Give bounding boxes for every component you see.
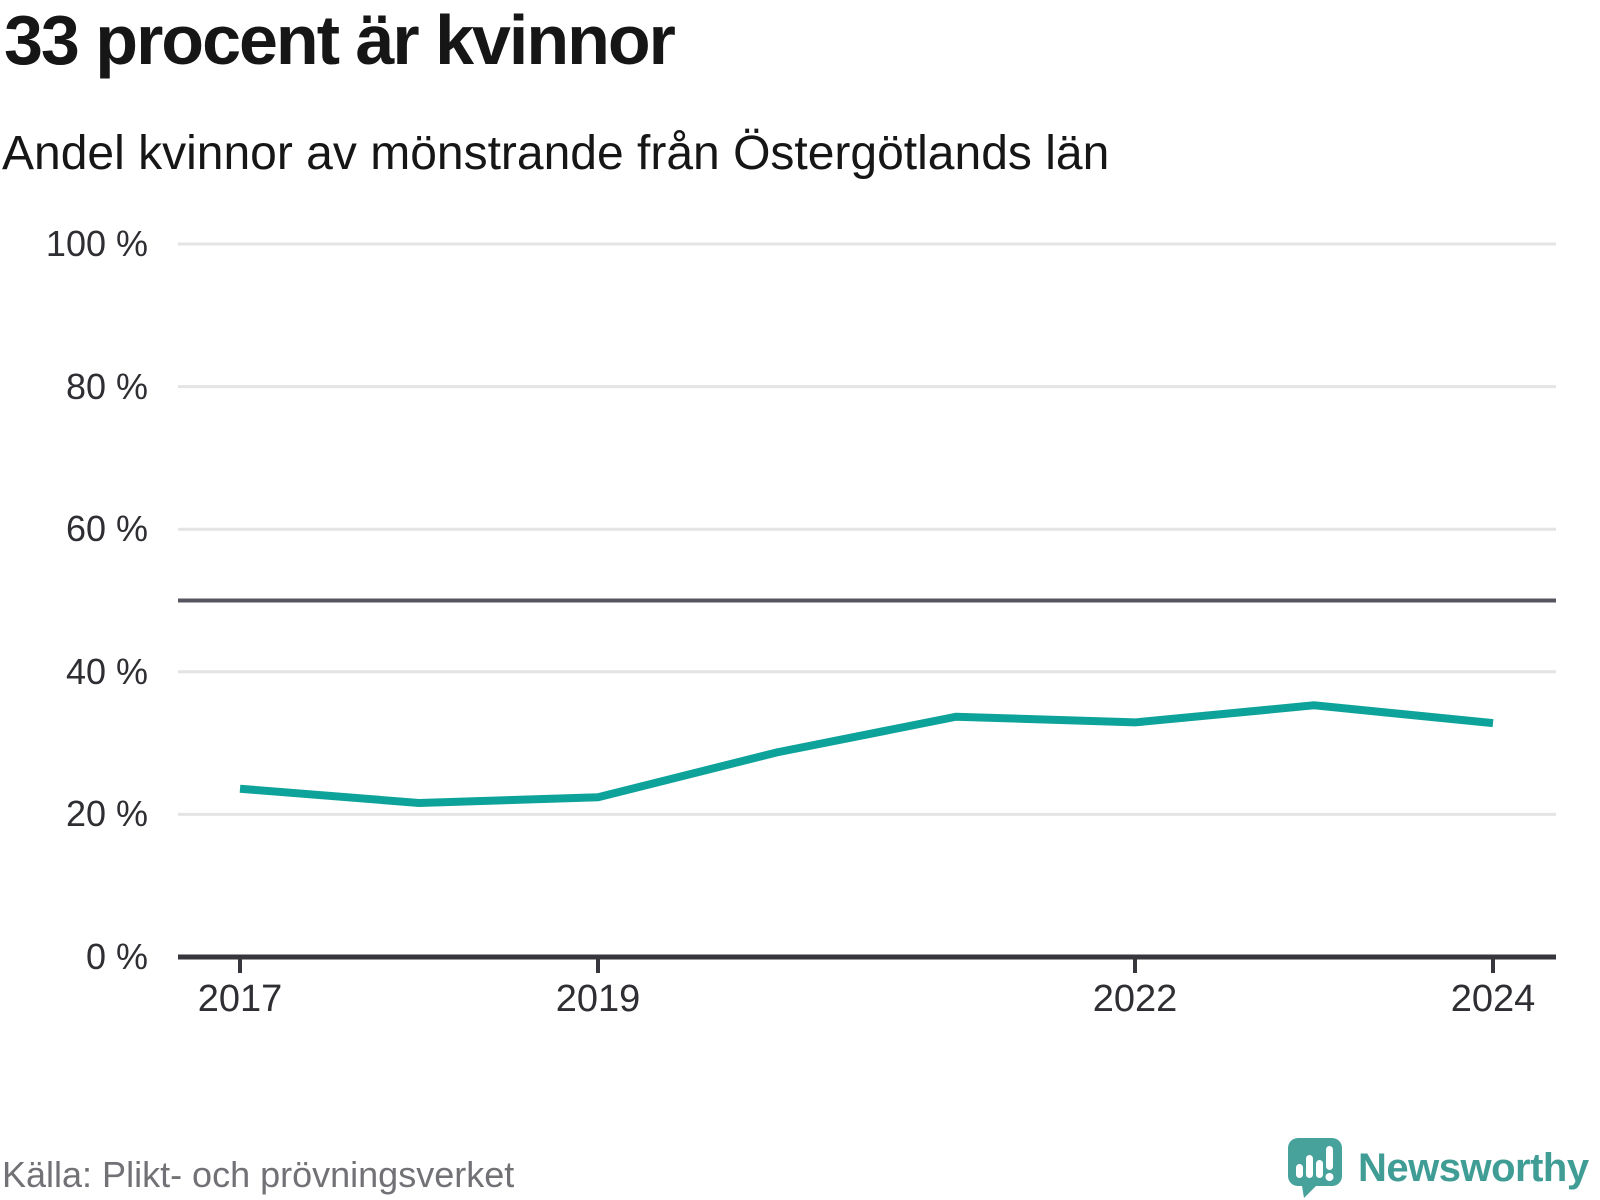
trend-line	[239, 701, 1494, 807]
y-tick-label: 80 %	[65, 365, 148, 407]
y-tick-label: 60 %	[65, 508, 148, 550]
y-tick-label: 40 %	[65, 650, 148, 692]
source-note: Källa: Plikt- och prövningsverket	[2, 1154, 515, 1195]
page-title: 33 procent är kvinnor	[4, 1, 676, 79]
y-tick-label: 0 %	[85, 936, 148, 977]
logo-exclamation-bar	[1326, 1146, 1333, 1170]
y-tick-label: 20 %	[65, 793, 148, 835]
x-tick-label: 2017	[197, 978, 283, 1020]
page-subtitle: Andel kvinnor av mönstrande från Östergö…	[2, 127, 1110, 180]
x-tick-label: 2022	[1092, 978, 1178, 1020]
newsworthy-logo-icon	[1288, 1138, 1342, 1198]
y-tick-label: 100 %	[45, 223, 148, 264]
newsworthy-logo-text: Newsworthy	[1358, 1145, 1589, 1190]
x-tick-label: 2024	[1450, 978, 1536, 1020]
logo-exclamation-dot	[1325, 1173, 1334, 1181]
newsworthy-logo: Newsworthy	[1288, 1138, 1589, 1198]
logo-bar-3	[1316, 1160, 1323, 1178]
x-tick-label: 2019	[555, 978, 641, 1020]
logo-bar-1	[1296, 1164, 1303, 1178]
logo-bar-2	[1306, 1155, 1313, 1178]
